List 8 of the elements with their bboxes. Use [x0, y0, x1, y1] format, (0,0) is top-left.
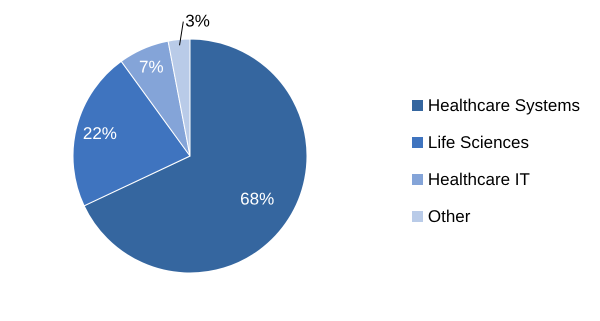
legend-label: Healthcare IT: [428, 168, 530, 190]
data-label: 3%: [185, 12, 210, 31]
legend-label: Life Sciences: [428, 132, 529, 154]
data-label: 22%: [82, 124, 117, 143]
data-label: 68%: [240, 190, 274, 209]
legend-label: Healthcare Systems: [428, 94, 580, 116]
data-label: 7%: [139, 58, 164, 77]
legend-label: Other: [428, 206, 470, 228]
